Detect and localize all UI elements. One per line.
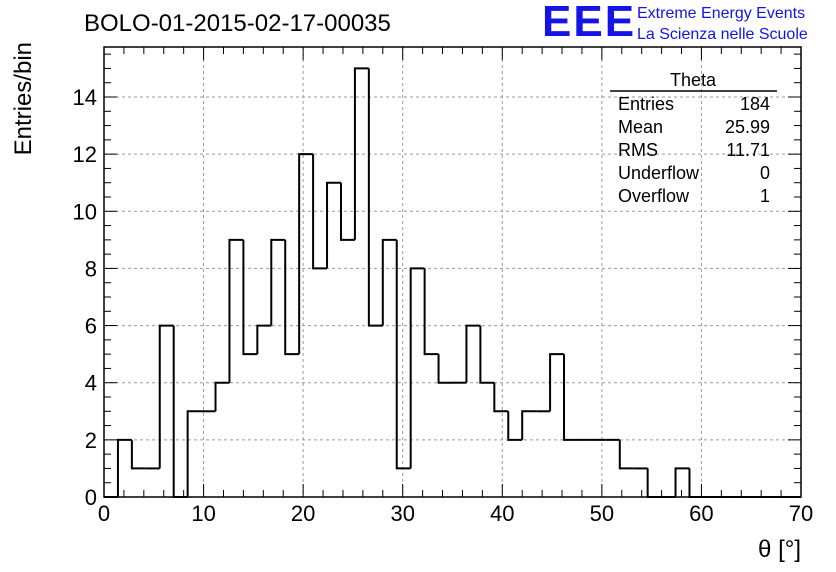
x-tick-label: 50: [590, 501, 614, 526]
y-tick-label: 0: [85, 485, 97, 510]
stats-value: 184: [740, 94, 770, 114]
histogram-bin: [549, 353, 565, 412]
histogram-bin: [521, 410, 537, 440]
y-tick-label: 4: [85, 371, 97, 396]
eee-logo: EEE: [542, 0, 637, 46]
histogram-bin: [437, 354, 453, 384]
stats-value: 11.71: [726, 140, 770, 160]
histogram-bin: [242, 239, 258, 356]
histogram-bin: [284, 239, 300, 356]
x-tick-label: 20: [291, 501, 315, 526]
histogram-bin: [312, 154, 328, 270]
stats-label: Mean: [618, 117, 663, 137]
stats-value: 1: [760, 186, 770, 206]
histogram-bin: [409, 267, 425, 469]
histogram-bin: [326, 181, 341, 269]
y-tick-label: 14: [73, 85, 97, 110]
histogram-bin: [367, 68, 383, 327]
chart-title: BOLO-01-2015-02-17-00035: [84, 10, 391, 37]
histogram-bin: [298, 153, 314, 355]
y-tick-label: 10: [73, 199, 97, 224]
histogram-bin: [646, 468, 662, 498]
histogram-bin: [465, 324, 481, 383]
histogram-bin: [507, 411, 523, 441]
x-tick-label: 70: [789, 501, 813, 526]
stats-label: RMS: [618, 140, 658, 160]
histogram-bin: [158, 324, 174, 469]
histogram-bin: [395, 239, 411, 470]
y-tick-label: 2: [85, 428, 97, 453]
histogram-bin: [563, 354, 578, 441]
plot-frame: [103, 46, 802, 498]
histogram-bin: [353, 67, 369, 240]
histogram-bin: [256, 324, 272, 355]
stats-value: 0: [760, 163, 770, 183]
x-tick-label: 10: [191, 501, 215, 526]
x-tick-label: 40: [490, 501, 514, 526]
histogram-bin: [423, 268, 439, 356]
histogram-bin: [493, 382, 509, 413]
x-tick-label: 0: [98, 501, 110, 526]
histogram-bin: [214, 381, 230, 412]
y-axis-label: Entries/bin: [10, 42, 37, 155]
stats-label: Overflow: [618, 186, 690, 206]
histogram-bin: [186, 410, 202, 497]
stats-box-title: Theta: [670, 70, 717, 90]
logo-line-2: La Scienza nelle Scuole: [637, 26, 808, 43]
stats-label: Entries: [618, 94, 674, 114]
histogram-bin: [674, 467, 690, 497]
stats-value: 25.99: [725, 117, 770, 137]
y-tick-label: 8: [85, 256, 97, 281]
histogram-bin: [339, 182, 355, 241]
histogram-bin: [130, 439, 146, 470]
logo-line-1: Extreme Energy Events: [637, 5, 806, 22]
x-tick-label: 30: [390, 501, 414, 526]
histogram-bin: [270, 238, 286, 326]
histogram-bin: [228, 238, 244, 383]
x-axis-label: θ [°]: [758, 536, 801, 563]
y-tick-label: 6: [85, 314, 97, 339]
histogram-bin: [618, 439, 634, 470]
histogram-bin: [172, 325, 188, 498]
histogram-bin: [381, 238, 397, 326]
x-tick-label: 60: [689, 501, 713, 526]
stats-label: Underflow: [618, 163, 700, 183]
histogram-bin: [116, 438, 132, 497]
y-tick-label: 12: [73, 142, 97, 167]
histogram-bin: [479, 325, 495, 384]
